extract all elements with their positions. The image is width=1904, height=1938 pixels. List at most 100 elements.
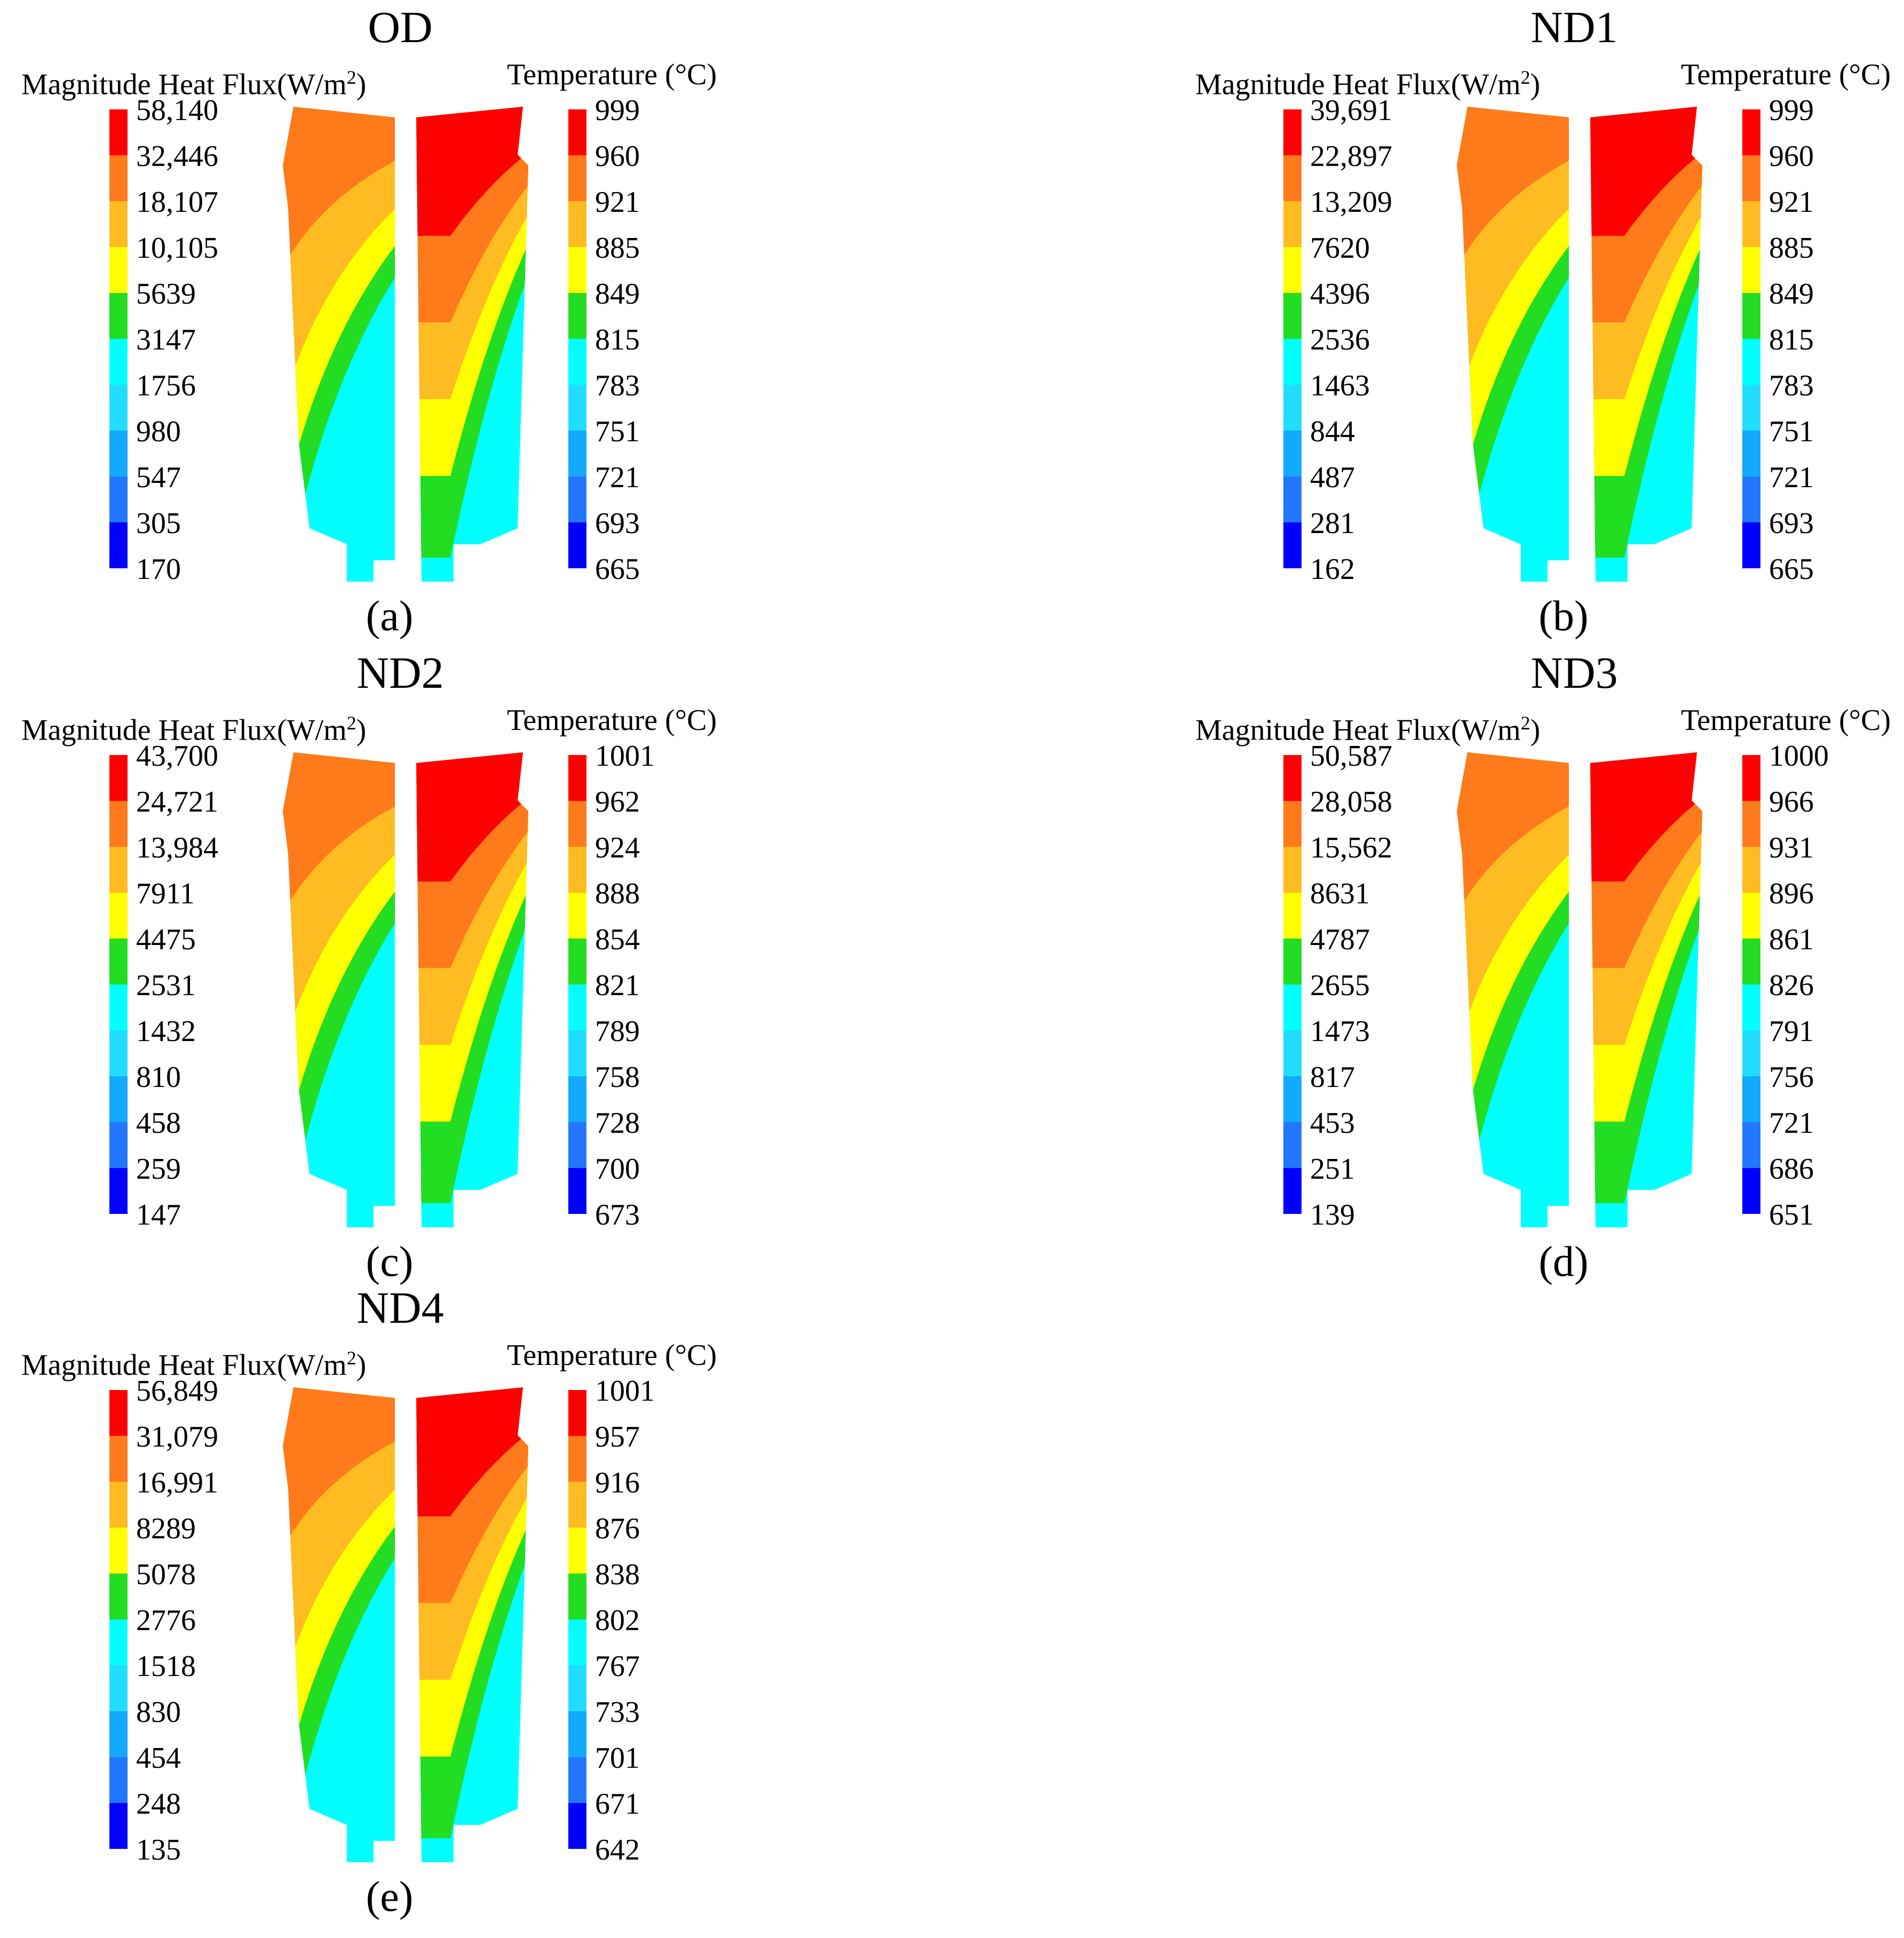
temperature-color-bar-segment xyxy=(568,339,586,385)
flux-legend-title-suffix: ) xyxy=(356,1348,367,1382)
temperature-color-bar-segment xyxy=(568,1528,586,1574)
flux-tick-label: 7620 xyxy=(1310,232,1370,265)
temperature-color-bar-segment xyxy=(568,1482,586,1528)
temperature-color-bar-segment xyxy=(1742,801,1760,847)
temperature-color-bar xyxy=(568,755,586,1214)
flux-tick-label: 844 xyxy=(1310,415,1355,448)
temperature-color-bar-segment xyxy=(568,1711,586,1757)
flux-color-bar-segment xyxy=(109,893,128,939)
flux-tick-label: 162 xyxy=(1310,553,1355,586)
temp-tick-label: 751 xyxy=(1769,415,1814,448)
temp-tick-label: 721 xyxy=(1769,1107,1814,1140)
temp-tick-label: 916 xyxy=(595,1466,640,1499)
flux-tick-label: 830 xyxy=(136,1696,181,1729)
temperature-legend-title: Temperature (°C) xyxy=(507,58,717,91)
flux-tick-label: 281 xyxy=(1310,507,1355,540)
temperature-legend-title: Temperature (°C) xyxy=(507,704,717,737)
temperature-color-bar-segment xyxy=(1742,984,1760,1030)
flux-color-bar-segment xyxy=(1283,247,1302,293)
flux-color-bar-segment xyxy=(109,339,128,385)
flux-tick-label: 4475 xyxy=(136,923,196,956)
flux-color-bar-segment xyxy=(1283,201,1302,247)
flux-tick-label: 259 xyxy=(136,1153,181,1186)
panel-title: ND4 xyxy=(356,1283,444,1333)
flux-color-bar-segment xyxy=(109,1168,128,1214)
flux-tick-label: 1518 xyxy=(136,1650,196,1683)
flux-tick-label: 454 xyxy=(136,1742,181,1775)
flux-color-bar-segment xyxy=(1283,1122,1302,1168)
flux-tick-label: 139 xyxy=(1310,1198,1355,1232)
flux-color-bar-segment xyxy=(109,385,128,431)
temp-contour-plot xyxy=(416,1387,528,1862)
flux-color-bar-segment xyxy=(1283,755,1302,801)
flux-legend-title: Magnitude Heat Flux(W/m2) xyxy=(1195,707,1540,746)
temperature-color-bar-segment xyxy=(1742,522,1760,568)
flux-tick-label: 50,587 xyxy=(1310,740,1392,773)
flux-color-bar-segment xyxy=(109,1757,128,1803)
flux-color-bar-segment xyxy=(109,155,128,201)
flux-legend-title-suffix: ) xyxy=(356,713,367,747)
flux-color-bar-segment xyxy=(1283,293,1302,339)
flux-tick-label: 5639 xyxy=(136,277,196,311)
temperature-color-bar-segment xyxy=(568,1619,586,1665)
temperature-color-bar-segment xyxy=(1742,155,1760,201)
temperature-color-bar-segment xyxy=(568,431,586,476)
temp-tick-label: 861 xyxy=(1769,923,1814,956)
temperature-legend-title: Temperature (°C) xyxy=(507,1339,717,1372)
flux-color-bar-segment xyxy=(109,293,128,339)
temperature-color-bar-segment xyxy=(1742,1076,1760,1122)
temperature-color-bar-segment xyxy=(568,1390,586,1436)
temperature-color-bar-segment xyxy=(568,847,586,893)
temp-tick-label: 783 xyxy=(1769,369,1814,402)
flux-color-bar-segment xyxy=(109,201,128,247)
temperature-color-bar-segment xyxy=(1742,293,1760,339)
temperature-color-bar-segment xyxy=(1742,247,1760,293)
temperature-color-bar-segment xyxy=(568,1076,586,1122)
flux-color-bar-segment xyxy=(109,1803,128,1849)
temperature-color-bar-segment xyxy=(1742,431,1760,476)
temp-tick-label: 826 xyxy=(1769,969,1814,1002)
flux-color-bar-segment xyxy=(1283,522,1302,568)
flux-tick-label: 2536 xyxy=(1310,323,1370,356)
temp-tick-label: 701 xyxy=(595,1742,640,1775)
flux-legend-title-superscript: 2 xyxy=(346,1347,356,1369)
flux-tick-label: 147 xyxy=(136,1198,181,1232)
flux-color-bar xyxy=(1283,755,1302,1214)
flux-tick-label: 2531 xyxy=(136,969,196,1002)
flux-tick-label: 22,897 xyxy=(1310,140,1392,173)
temp-tick-label: 733 xyxy=(595,1696,640,1729)
temp-tick-label: 876 xyxy=(595,1512,640,1545)
flux-tick-label: 2655 xyxy=(1310,969,1370,1002)
flux-legend-title-suffix: ) xyxy=(1530,68,1541,101)
temp-tick-label: 767 xyxy=(595,1650,640,1683)
temperature-legend-title: Temperature (°C) xyxy=(1681,58,1891,91)
temp-tick-label: 815 xyxy=(595,323,640,356)
flux-tick-label: 487 xyxy=(1310,461,1355,494)
flux-tick-label: 24,721 xyxy=(136,785,218,819)
temperature-legend-title: Temperature (°C) xyxy=(1681,704,1891,737)
flux-legend-title-text: Magnitude Heat Flux(W/m xyxy=(1195,713,1521,747)
temp-tick-label: 651 xyxy=(1769,1198,1814,1232)
flux-contour-plot xyxy=(283,752,395,1227)
flux-tick-label: 458 xyxy=(136,1107,181,1140)
flux-tick-label: 7911 xyxy=(136,877,195,910)
flux-contour-plot xyxy=(283,107,395,582)
temp-tick-label: 783 xyxy=(595,369,640,402)
panel-caption: (b) xyxy=(1538,593,1589,640)
temperature-color-bar-segment xyxy=(1742,847,1760,893)
temperature-color-bar-segment xyxy=(1742,385,1760,431)
flux-tick-label: 305 xyxy=(136,507,181,540)
flux-color-bar-segment xyxy=(1283,847,1302,893)
temp-tick-label: 888 xyxy=(595,877,640,910)
temp-tick-label: 665 xyxy=(595,553,640,586)
flux-color-bar-segment xyxy=(109,1482,128,1528)
flux-tick-label: 980 xyxy=(136,415,181,448)
flux-tick-label: 4396 xyxy=(1310,277,1370,311)
flux-tick-label: 1432 xyxy=(136,1015,196,1048)
flux-tick-label: 28,058 xyxy=(1310,785,1392,819)
flux-legend-title: Magnitude Heat Flux(W/m2) xyxy=(21,61,366,101)
panel-nd1: ND1 Magnitude Heat Flux(W/m2) Temperature … xyxy=(1174,0,1904,638)
flux-color-bar-segment xyxy=(109,476,128,522)
panel-nd3: ND3 Magnitude Heat Flux(W/m2) Temperature … xyxy=(1174,646,1904,1284)
flux-tick-label: 13,984 xyxy=(136,831,218,864)
